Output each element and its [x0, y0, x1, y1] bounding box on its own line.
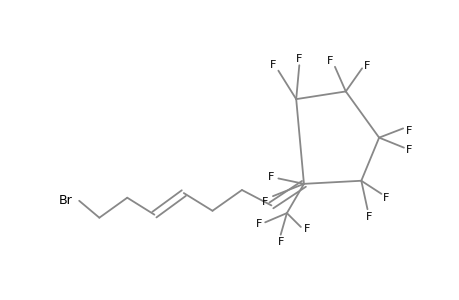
Text: F: F [364, 61, 370, 71]
Text: F: F [382, 193, 388, 203]
Text: F: F [296, 54, 302, 64]
Text: F: F [269, 60, 275, 70]
Text: F: F [365, 212, 371, 222]
Text: F: F [255, 219, 262, 229]
Text: F: F [277, 237, 283, 248]
Text: F: F [404, 145, 411, 155]
Text: F: F [267, 172, 273, 182]
Text: Br: Br [59, 194, 73, 207]
Text: F: F [262, 196, 268, 206]
Text: F: F [404, 126, 411, 136]
Text: F: F [303, 224, 309, 233]
Text: F: F [326, 56, 333, 66]
